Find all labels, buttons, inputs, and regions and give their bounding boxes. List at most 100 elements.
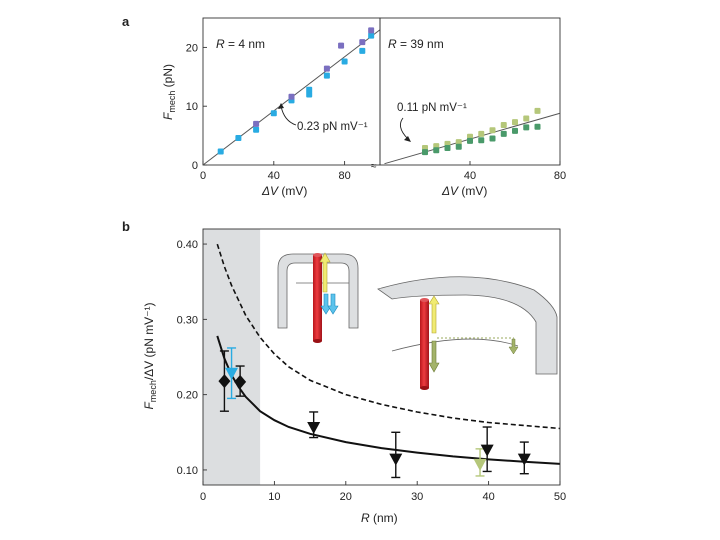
panel-a-left-xlabel: ΔV (mV) <box>261 184 307 198</box>
panel-a-right-point-dark-green-0 <box>422 149 428 156</box>
panel-b-frame <box>202 228 561 486</box>
panel-a-right-point-light-green-9 <box>523 115 530 122</box>
panel-a-left-point-violet-2 <box>323 65 330 72</box>
panel-a-left-slope-arrow <box>280 105 297 126</box>
panel-b-point-5 <box>473 458 487 471</box>
panel-b-curve-solid <box>216 335 561 465</box>
inset-small-pore-rod-top <box>313 253 322 257</box>
panel-a-right-xtick-label-0: 40 <box>464 170 476 182</box>
inset-small-pore <box>277 252 359 343</box>
panel-a-left-point-cyan-7 <box>323 72 330 79</box>
panel-b-xtick-label-4: 40 <box>482 491 494 503</box>
panel-a-left-xtick-label-0: 0 <box>200 170 206 182</box>
panel-a-left-ytick-label-0: 0 <box>192 160 198 172</box>
panel-a-left-point-cyan-6 <box>306 86 313 93</box>
inset-large-pore-rim <box>391 338 519 352</box>
inset-large-pore-force-up-arrow <box>428 295 440 334</box>
panel-b-point-2 <box>225 367 239 380</box>
panel-b-point-4 <box>389 453 403 466</box>
inset-small-pore-flow-arrow-2 <box>327 293 339 315</box>
panel-a-right-point-dark-green-9 <box>523 124 530 131</box>
panel-b-xtick-label-2: 20 <box>340 491 352 503</box>
panel-a-right-point-light-green-7 <box>500 122 507 129</box>
panel-b-xtick-label-1: 10 <box>268 491 280 503</box>
inset-large-pore-membrane <box>377 276 558 375</box>
panel-b-curve-dashed <box>216 243 561 430</box>
panel-a-left-point-cyan-10 <box>368 32 375 39</box>
panel-a-left-xtick-label-1: 40 <box>268 170 280 182</box>
panel-b-xtick-label-5: 50 <box>554 491 566 503</box>
inset-large-pore-rod-bottom <box>420 386 429 390</box>
panel-a-axis-break: ≈ <box>371 161 377 172</box>
inset-large-pore-rod <box>420 300 429 388</box>
panel-a-right-point-dark-green-4 <box>467 137 473 144</box>
panel-a-left-ytick-label-1: 10 <box>186 101 198 113</box>
inset-large-pore <box>377 276 558 390</box>
inset-large-pore-wall-flow-arrow <box>508 338 519 355</box>
panel-a-left-point-cyan-9 <box>359 47 366 54</box>
panel-a-right-point-dark-green-3 <box>455 143 462 150</box>
panel-b-point-1 <box>234 374 247 389</box>
panel-a-right-point-light-green-3 <box>455 139 462 146</box>
panel-a-right-xtick-label-1: 80 <box>554 170 566 182</box>
panel-a-right-slope: 0.11 pN mV⁻¹ <box>397 102 467 114</box>
inset-small-pore-flow-arrow-1 <box>320 293 332 315</box>
panel-a-left-point-cyan-5 <box>306 91 313 98</box>
panel-b-xlabel: R (nm) <box>361 511 398 525</box>
inset-small-pore-membrane <box>277 253 359 329</box>
panel-a-ylabel: Fmech (pN) <box>161 64 177 120</box>
inset-small-pore-rod <box>313 255 322 341</box>
panel-a-left-point-cyan-2 <box>253 126 260 133</box>
panel-a-left-point-violet-5 <box>368 27 375 34</box>
panel-b-xtick-label-3: 30 <box>411 491 423 503</box>
panel-a-left-condition: R = 4 nm <box>216 37 265 51</box>
panel-a-right-point-dark-green-5 <box>478 137 485 144</box>
panel-a-left-point-violet-4 <box>359 39 366 46</box>
panel-a-left-point-violet-0 <box>253 120 260 127</box>
panel-b-ylabel: Fmech/ΔV (pN mV⁻¹) <box>142 302 158 409</box>
panel-a-right-point-dark-green-6 <box>489 135 496 142</box>
panel-a-right-xlabel: ΔV (mV) <box>441 184 487 198</box>
panel-a-right-plot: R = 39 nm 40 80 0.11 pN mV⁻¹ ΔV (mV) <box>379 17 566 198</box>
panel-a-right-point-dark-green-1 <box>433 147 440 154</box>
panel-b-ytick-label-1: 0.20 <box>177 390 198 402</box>
panel-b-ytick-label-2: 0.30 <box>177 314 198 326</box>
inset-large-pore-force-down-arrow <box>428 340 440 373</box>
panel-a-right-point-light-green-5 <box>478 130 485 137</box>
panel-a-right-condition: R = 39 nm <box>388 37 444 51</box>
panel-a-left-point-violet-1 <box>288 93 295 100</box>
panel-a-left-slope: 0.23 pN mV⁻¹ <box>297 121 368 133</box>
panel-a-left-point-cyan-1 <box>235 134 242 141</box>
panel-a-right-point-light-green-8 <box>512 119 518 126</box>
inset-large-pore-rod-top <box>420 298 429 302</box>
inset-small-pore-force-up-arrow <box>319 252 331 293</box>
panel-b-point-6 <box>480 444 494 457</box>
panel-a-right-point-dark-green-2 <box>444 144 451 151</box>
panel-a-right-slope-arrowhead <box>404 136 411 142</box>
panel-a-right-point-dark-green-10 <box>534 123 541 130</box>
panel-a-right-point-dark-green-8 <box>512 127 518 134</box>
inset-small-pore-rod-bottom <box>313 339 322 343</box>
panel-a-right-point-light-green-6 <box>489 127 496 134</box>
panel-a-left-plot: R = 4 nm 0 40 80 0 10 20 0.23 pN mV⁻¹ ΔV (mV) <box>186 17 381 198</box>
panel-b-ytick-label-0: 0.10 <box>177 465 198 477</box>
panel-a-left-point-cyan-0 <box>217 148 224 155</box>
panel-a-left-xtick-label-2: 80 <box>338 170 350 182</box>
panel-a-left-point-violet-3 <box>338 42 345 49</box>
panel-a-right-point-light-green-10 <box>534 107 541 114</box>
panel-b-xtick-label-0: 0 <box>200 491 206 503</box>
panel-b-letter: b <box>122 219 130 234</box>
panel-a-letter: a <box>122 14 130 29</box>
panel-b-point-3 <box>307 422 321 435</box>
panel-a-left-ytick-label-2: 20 <box>186 42 198 54</box>
panel-b-point-0 <box>218 374 231 389</box>
panel-a-right-slope-arrow <box>399 117 409 140</box>
panel-b-point-7 <box>517 453 531 466</box>
panel-b-plot: 0 10 20 30 40 50 0.10 0.20 0.30 0.40 R (nm) Fmech… <box>142 228 566 525</box>
panel-a-right-point-dark-green-7 <box>500 130 507 137</box>
panel-a-left-point-cyan-3 <box>270 110 277 117</box>
panel-a-left-slope-arrowhead <box>278 103 284 109</box>
panel-a-left-point-cyan-8 <box>341 58 348 65</box>
panel-b-ytick-label-3: 0.40 <box>177 239 198 251</box>
